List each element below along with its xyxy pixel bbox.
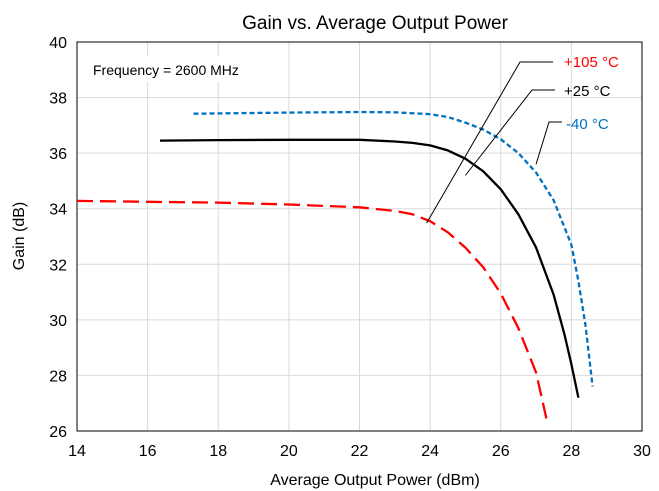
x-tick-label: 24	[421, 443, 439, 460]
x-tick-label: 28	[562, 443, 580, 460]
frequency-annotation: Frequency = 2600 MHz	[93, 62, 239, 78]
series-line-0	[76, 199, 548, 421]
series-lines	[76, 110, 594, 421]
series-callouts: +105 °C +25 °C -40 °C	[426, 54, 619, 224]
chart-title: Gain vs. Average Output Power	[242, 13, 508, 34]
tick-labels: 14 16 18 20 22 24 26 28 30 26 28 30 32 34 36 38 40	[49, 35, 651, 460]
grid	[77, 42, 642, 431]
y-tick-label: 34	[49, 202, 67, 219]
series-line-1	[159, 138, 580, 398]
leader-line-2	[535, 121, 562, 165]
series-label-0: +105 °C	[564, 54, 619, 71]
y-tick-label: 30	[49, 313, 67, 330]
x-tick-label: 20	[280, 443, 298, 460]
y-tick-label: 36	[49, 146, 67, 163]
leader-line-0	[426, 61, 553, 224]
series-label-2: -40 °C	[566, 116, 609, 133]
y-tick-label: 38	[49, 91, 67, 108]
annotation-box	[86, 56, 286, 82]
series-line-2	[193, 110, 594, 387]
leader-line-1	[465, 89, 555, 176]
x-axis-label: Average Output Power (dBm)	[270, 472, 480, 489]
y-tick-label: 28	[49, 368, 67, 385]
x-tick-label: 30	[633, 443, 651, 460]
x-tick-label: 18	[209, 443, 227, 460]
x-tick-label: 22	[351, 443, 369, 460]
x-tick-label: 14	[68, 443, 86, 460]
y-tick-label: 32	[49, 257, 67, 274]
x-tick-label: 16	[139, 443, 157, 460]
y-axis-label: Gain (dB)	[11, 202, 28, 270]
y-tick-label: 26	[49, 424, 67, 441]
series-label-1: +25 °C	[564, 83, 611, 100]
plot-border	[76, 41, 643, 432]
x-tick-label: 26	[492, 443, 510, 460]
y-tick-label: 40	[49, 35, 67, 52]
